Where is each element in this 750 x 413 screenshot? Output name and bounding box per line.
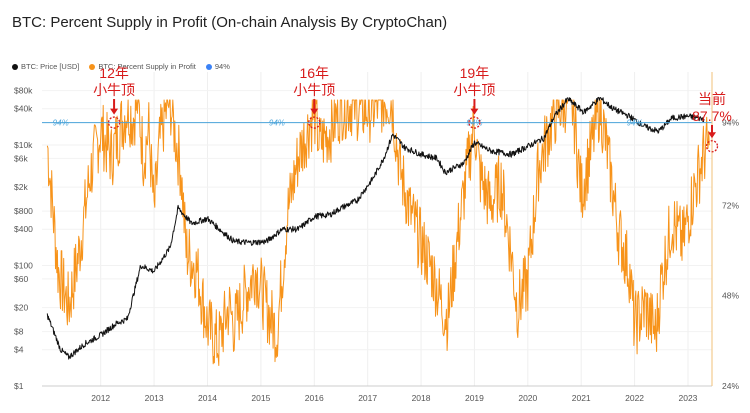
left-tick-label: $10k xyxy=(14,140,33,150)
annotation-label-line1: 16年 xyxy=(299,65,329,81)
right-tick-label: 94% xyxy=(722,118,739,128)
x-tick-label: 2023 xyxy=(679,393,698,403)
x-tick-label: 2014 xyxy=(198,393,217,403)
left-tick-label: $80k xyxy=(14,86,33,96)
legend-label-supply: BTC: Percent Supply in Profit xyxy=(98,62,196,71)
right-tick-label: 72% xyxy=(722,200,739,210)
annotation-label-line1: 12年 xyxy=(99,65,129,81)
x-tick-label: 2015 xyxy=(251,393,270,403)
annotation-circle xyxy=(308,116,321,129)
left-tick-label: $100 xyxy=(14,261,33,271)
annotation-circle xyxy=(705,140,719,153)
annotation-label-line1: 当前 xyxy=(698,91,726,107)
annotation-label-line2: 小牛顶 xyxy=(93,82,135,98)
legend-swatch-supply xyxy=(89,63,96,70)
annotation-arrowhead xyxy=(708,132,716,139)
reference-line-label: 94% xyxy=(627,119,643,128)
legend-swatch-price xyxy=(12,63,18,70)
legend-swatch-94 xyxy=(205,63,212,70)
reference-line-label: 94% xyxy=(53,119,69,128)
annotation-label-line2: 87.7% xyxy=(692,108,732,124)
annotation-circle xyxy=(468,116,481,129)
left-tick-label: $4 xyxy=(14,345,24,355)
right-tick-label: 48% xyxy=(722,291,739,301)
left-tick-label: $400 xyxy=(14,224,33,234)
legend-item-price[interactable]: BTC: Price [USD] xyxy=(12,62,79,71)
x-tick-label: 2019 xyxy=(465,393,484,403)
x-tick-label: 2013 xyxy=(145,393,164,403)
reference-line-94: 94% 94% 94% 94% xyxy=(42,119,712,128)
reference-line-label: 94% xyxy=(466,119,482,128)
axes: 2012 2013 2014 2015 2016 2017 2018 2019 2020 2021… xyxy=(14,72,739,403)
left-tick-label: $800 xyxy=(14,206,33,216)
left-tick-label: $8 xyxy=(14,327,24,337)
supply-series xyxy=(46,99,710,366)
left-tick-label: $2k xyxy=(14,182,28,192)
annotation-arrowhead xyxy=(110,108,119,115)
annotation-label-line2: 小牛顶 xyxy=(453,82,495,98)
price-line xyxy=(46,96,705,360)
left-tick-label: $60 xyxy=(14,274,28,284)
legend-label-94: 94% xyxy=(214,62,230,71)
annotation-label-line1: 19年 xyxy=(460,65,490,81)
supply-line xyxy=(46,99,710,366)
x-tick-label: 2016 xyxy=(305,393,324,403)
legend-item-supply[interactable]: BTC: Percent Supply in Profit xyxy=(89,62,196,71)
x-tick-label: 2018 xyxy=(412,393,431,403)
x-tick-label: 2022 xyxy=(625,393,644,403)
x-tick-label: 2017 xyxy=(358,393,377,403)
legend-item-94[interactable]: 94% xyxy=(205,62,230,71)
chart-title: BTC: Percent Supply in Profit (On-chain … xyxy=(12,14,448,31)
annotation-label-line2: 小牛顶 xyxy=(293,82,335,98)
right-tick-label: 24% xyxy=(722,381,739,391)
left-tick-label: $20 xyxy=(14,303,28,313)
chart-legend: BTC: Price [USD] BTC: Percent Supply in … xyxy=(12,62,230,71)
annotation-arrowhead xyxy=(310,108,319,115)
left-tick-label: $40k xyxy=(14,104,33,114)
legend-label-price: BTC: Price [USD] xyxy=(21,62,80,71)
reference-line-label: 94% xyxy=(269,119,285,128)
x-tick-label: 2021 xyxy=(572,393,591,403)
left-tick-label: $6k xyxy=(14,153,28,163)
annotation-arrowhead xyxy=(470,108,479,115)
x-tick-label: 2020 xyxy=(518,393,537,403)
price-series xyxy=(46,96,705,360)
annotation-circle xyxy=(107,116,121,129)
x-tick-label: 2012 xyxy=(91,393,110,403)
left-tick-label: $1 xyxy=(14,381,24,391)
